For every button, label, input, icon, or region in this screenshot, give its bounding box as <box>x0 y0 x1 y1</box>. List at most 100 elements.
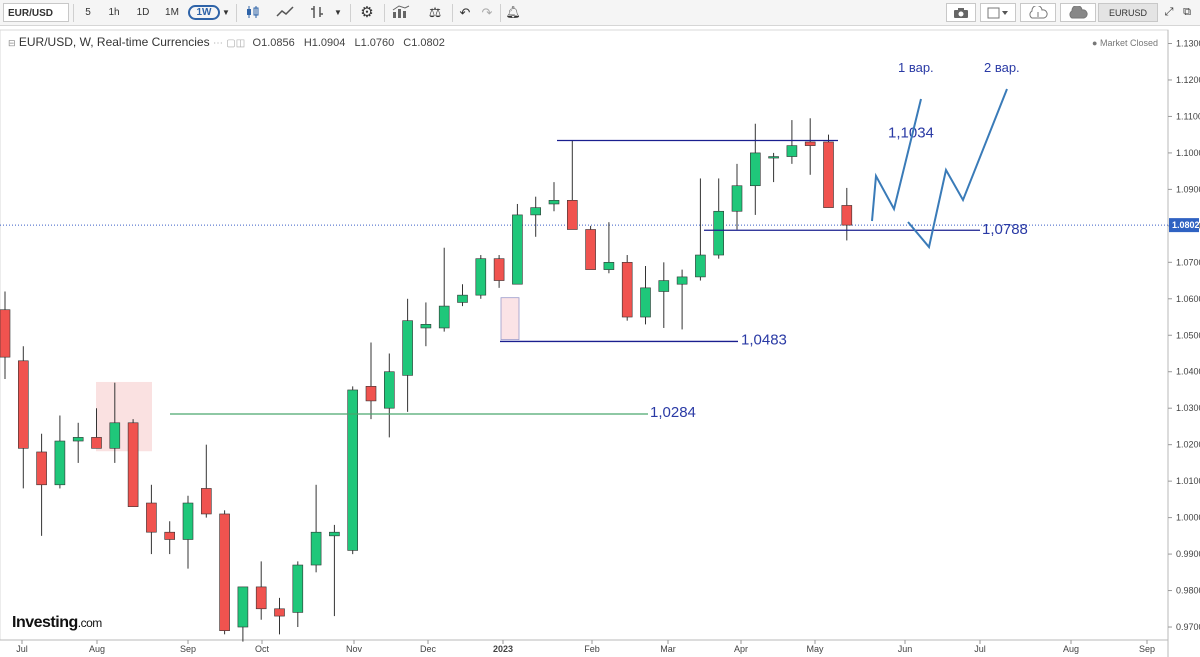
candle-body[interactable] <box>182 502 194 540</box>
cloud-load-icon[interactable] <box>1020 3 1056 22</box>
candle-body[interactable] <box>274 608 285 617</box>
candle-body[interactable] <box>292 564 304 613</box>
candle-body[interactable] <box>493 258 505 281</box>
candle-body[interactable] <box>713 210 725 256</box>
screenshot-camera-icon[interactable] <box>946 3 976 22</box>
candle-body[interactable] <box>548 200 560 205</box>
candle-body[interactable] <box>585 229 596 270</box>
compare-scales-icon[interactable]: ⚖ <box>428 4 442 20</box>
forecast-path-variant-1 <box>871 98 922 222</box>
time-tick-label: May <box>806 644 824 654</box>
candle-body[interactable] <box>530 207 542 216</box>
candle-body[interactable] <box>72 437 84 442</box>
price-tick-label: 1.0200 <box>1176 440 1200 450</box>
candles-chart-icon[interactable] <box>240 3 266 22</box>
redo-icon[interactable]: ↷ <box>481 5 493 20</box>
candle-body[interactable] <box>347 389 359 551</box>
indicators-icon[interactable] <box>388 3 414 22</box>
time-tick-label: Jul <box>16 644 28 654</box>
candle-body[interactable] <box>219 513 230 631</box>
time-tick-label: Sep <box>180 644 196 654</box>
price-tick-label: 1.0600 <box>1176 294 1200 304</box>
candle-body[interactable] <box>383 371 395 409</box>
interval-1h-button[interactable]: 1h <box>108 7 120 18</box>
cloud-save-icon[interactable] <box>1060 3 1096 22</box>
candle-body[interactable] <box>54 440 66 486</box>
candle-body[interactable] <box>164 531 175 540</box>
candle-body[interactable] <box>329 531 340 537</box>
price-tick-label: 1.0100 <box>1176 476 1200 486</box>
interval-1w-button[interactable]: 1W <box>188 5 220 20</box>
interval-dropdown-icon[interactable]: ▼ <box>222 8 230 17</box>
bar-chart-icon[interactable] <box>304 3 330 22</box>
candlestick-chart[interactable]: 1.13001.12001.11001.10001.09001.08001.07… <box>0 26 1200 657</box>
legend-visibility-icon[interactable]: ▢◫ <box>226 38 246 49</box>
settings-gear-icon[interactable]: ⚙ <box>360 4 374 21</box>
line-chart-icon[interactable] <box>272 3 298 22</box>
legend-title: EUR/USD, W, Real-time Currencies <box>18 35 210 49</box>
interval-1d-button[interactable]: 1D <box>136 7 150 18</box>
candle-body[interactable] <box>255 586 267 610</box>
candle-body[interactable] <box>201 488 212 515</box>
price-tick-label: 1.1000 <box>1176 148 1200 158</box>
legend-collapse-icon[interactable]: ⊟ <box>8 38 16 48</box>
time-tick-label: Aug <box>1063 644 1079 654</box>
candle-body[interactable] <box>621 262 633 318</box>
candle-body[interactable] <box>146 502 157 533</box>
candle-body[interactable] <box>438 305 450 329</box>
layout-select-icon[interactable] <box>980 3 1016 22</box>
candle-body[interactable] <box>17 360 29 449</box>
level-label-1-0483: 1,0483 <box>741 331 787 348</box>
candle-body[interactable] <box>127 422 139 507</box>
chart-type-dropdown-icon[interactable]: ▼ <box>334 8 342 17</box>
level-label-1-0284: 1,0284 <box>650 404 696 421</box>
interval-1m-button[interactable]: 1M <box>165 7 179 18</box>
market-status-label: Market Closed <box>1099 38 1158 48</box>
investing-logo: Investing.com <box>12 614 102 632</box>
candle-body[interactable] <box>91 437 102 449</box>
alert-bell-icon[interactable]: 🔔︎ <box>505 5 521 19</box>
legend-low: L1.0760 <box>354 37 395 49</box>
candle-body[interactable] <box>768 156 779 159</box>
layout-name-button[interactable]: EURUSD copy <box>1098 3 1158 37</box>
symbol-search-input[interactable]: EUR/USD <box>3 3 69 22</box>
candle-body[interactable] <box>695 254 706 278</box>
candle-body[interactable] <box>676 276 688 285</box>
candle-body[interactable] <box>237 586 249 628</box>
time-tick-label: 2023 <box>493 644 513 654</box>
undo-icon[interactable]: ↶ <box>459 5 471 20</box>
candle-body[interactable] <box>804 141 816 146</box>
market-status: ● Market Closed <box>1092 38 1158 48</box>
candle-body[interactable] <box>475 258 487 296</box>
candle-body[interactable] <box>512 214 523 285</box>
fullscreen-icon[interactable]: ⤢ <box>1164 6 1174 18</box>
level-label-1-1034: 1,1034 <box>888 125 934 142</box>
candle-body[interactable] <box>0 309 11 358</box>
candle-body[interactable] <box>420 324 432 329</box>
candle-body[interactable] <box>823 141 834 208</box>
interval-5-button[interactable]: 5 <box>85 7 91 18</box>
popout-icon[interactable]: ⧉ <box>1183 6 1191 18</box>
candle-body[interactable] <box>457 294 468 303</box>
legend-menu-icon[interactable]: ⋯ <box>212 38 223 49</box>
price-tick-label: 0.9700 <box>1176 622 1200 632</box>
candle-body[interactable] <box>640 287 651 318</box>
time-tick-label: Apr <box>734 644 748 654</box>
candle-body[interactable] <box>310 531 322 566</box>
candle-body[interactable] <box>841 205 853 226</box>
candle-body[interactable] <box>402 320 413 376</box>
forecast-path-variant-2 <box>907 88 1008 250</box>
candle-body[interactable] <box>603 262 615 270</box>
time-tick-label: Jun <box>898 644 913 654</box>
candle-body[interactable] <box>731 185 743 212</box>
candle-body[interactable] <box>36 451 47 486</box>
candle-body[interactable] <box>658 280 670 292</box>
candle-body[interactable] <box>109 422 121 449</box>
candle-body[interactable] <box>365 386 377 402</box>
candle-body[interactable] <box>786 145 798 157</box>
legend-high: H1.0904 <box>303 37 346 49</box>
candle-body[interactable] <box>749 152 761 187</box>
legend-open: O1.0856 <box>252 37 295 49</box>
candle-body[interactable] <box>566 200 578 230</box>
